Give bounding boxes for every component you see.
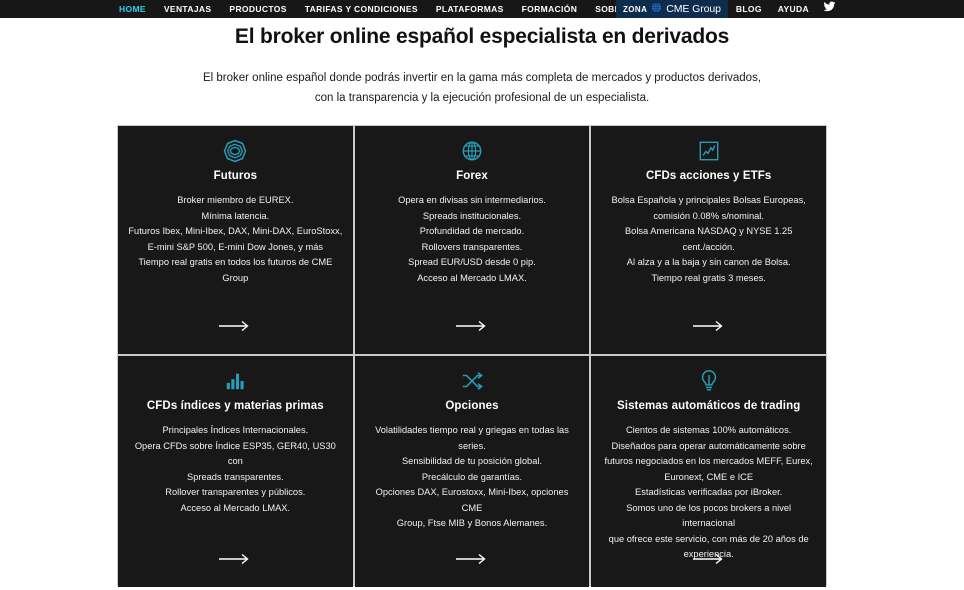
card-more-link[interactable] bbox=[118, 320, 353, 332]
hero-section: El broker online español especialista en… bbox=[0, 18, 964, 108]
arrow-right-icon bbox=[455, 553, 486, 565]
card-cfds-acciones-etfs[interactable]: CFDs acciones y ETFs Bolsa Española y pr… bbox=[591, 126, 826, 354]
card-title: Opciones bbox=[445, 400, 499, 412]
card-more-link[interactable] bbox=[591, 553, 826, 565]
arrow-right-icon bbox=[692, 553, 723, 565]
line-chart-icon bbox=[698, 138, 720, 164]
card-line: Diseñados para operar automáticamente so… bbox=[611, 440, 806, 451]
arrow-right-icon bbox=[219, 320, 249, 332]
card-line: cent./acción. bbox=[682, 241, 735, 252]
page-title: El broker online español especialista en… bbox=[234, 25, 730, 48]
card-line: Spread EUR/USD desde 0 pip. bbox=[408, 257, 536, 267]
zona-cme-group-button[interactable]: ZONA CME Group bbox=[616, 0, 728, 18]
card-line: Somos uno de los pocos brokers a nivel i… bbox=[626, 502, 792, 529]
card-body: Bolsa Española y principales Bolsas Euro… bbox=[612, 193, 806, 286]
nav-item-plataformas[interactable]: PLATAFORMAS bbox=[435, 4, 504, 14]
card-title: CFDs acciones y ETFs bbox=[645, 170, 772, 182]
nav-item-productos[interactable]: PRODUCTOS bbox=[229, 4, 287, 14]
card-line: Broker miembro de EUREX. bbox=[177, 195, 294, 205]
card-line: Euronext, CME e ICE bbox=[664, 471, 754, 482]
card-forex[interactable]: Forex Opera en divisas sin intermediario… bbox=[354, 126, 590, 354]
card-line: Spreads institucionales. bbox=[422, 210, 522, 221]
card-line: Acceso al Mercado LMAX. bbox=[417, 272, 527, 283]
card-sistemas-automaticos-trading[interactable]: Sistemas automáticos de trading Cientos … bbox=[591, 356, 826, 587]
nav-item-blog[interactable]: BLOG bbox=[735, 4, 762, 14]
card-line: Cientos de sistemas 100% automáticos. bbox=[625, 425, 792, 435]
shuffle-icon bbox=[460, 368, 484, 394]
hero-subtitle-line-2: con la transparencia y la ejecución prof… bbox=[314, 92, 650, 104]
hero-subtitle-line-1: El broker online español donde podrás in… bbox=[202, 72, 762, 84]
card-line: Group, Ftse MIB y Bonos Alemanes. bbox=[396, 518, 548, 528]
card-line: Profundidad de mercado. bbox=[419, 226, 525, 236]
card-body: Opera en divisas sin intermediarios. Spr… bbox=[398, 193, 546, 286]
card-line: Opciones DAX, Eurostoxx, Mini-Ibex, opci… bbox=[375, 487, 569, 513]
top-navigation-bar: HOME VENTAJAS PRODUCTOS TARIFAS Y CONDIC… bbox=[0, 0, 964, 18]
card-body: Cientos de sistemas 100% automáticos. Di… bbox=[601, 423, 816, 563]
card-line: Futuros Ibex, Mini-Ibex, DAX, Mini-DAX, … bbox=[128, 226, 343, 236]
product-card-grid: Futuros Broker miembro de EUREX. Mínima … bbox=[117, 125, 827, 587]
card-line: que ofrece este servicio, con más de 20 … bbox=[608, 533, 809, 544]
concentric-octagon-icon bbox=[223, 138, 247, 164]
nav-item-formacion[interactable]: FORMACIÓN bbox=[521, 4, 578, 14]
nav-primary-links: HOME VENTAJAS PRODUCTOS TARIFAS Y CONDIC… bbox=[110, 0, 690, 18]
card-line: Bolsa Española y principales Bolsas Euro… bbox=[611, 195, 806, 205]
card-line: Opera CFDs sobre Índice ESP35, GER40, US… bbox=[134, 440, 336, 467]
card-line: experiencia. bbox=[683, 549, 734, 559]
card-line: futuros negociados en los mercados MEFF,… bbox=[604, 456, 813, 466]
card-title: CFDs índices y materias primas bbox=[146, 400, 324, 412]
card-title: Sistemas automáticos de trading bbox=[617, 400, 801, 412]
card-line: Principales Índices Internacionales. bbox=[162, 425, 309, 435]
card-line: Mínima latencia. bbox=[201, 210, 270, 221]
card-title: Forex bbox=[456, 170, 488, 182]
card-line: Tiempo real gratis en todos los futuros … bbox=[138, 257, 333, 267]
zona-label: ZONA bbox=[623, 4, 648, 14]
card-line: Rollovers transparentes. bbox=[421, 241, 523, 252]
card-line: Opera en divisas sin intermediarios. bbox=[398, 195, 546, 205]
nav-secondary-links: ZONA CME Group BLOG AYUDA bbox=[616, 0, 836, 18]
nav-item-tarifas-y-condiciones[interactable]: TARIFAS Y CONDICIONES bbox=[304, 4, 418, 14]
card-line: Precálculo de garantías. bbox=[421, 471, 523, 482]
card-opciones[interactable]: Opciones Volatilidades tiempo real y gri… bbox=[354, 356, 590, 587]
card-more-link[interactable] bbox=[118, 553, 353, 565]
card-line: series. bbox=[458, 440, 486, 451]
card-more-link[interactable] bbox=[355, 553, 590, 565]
card-line: Rollover transparentes y públicos. bbox=[165, 487, 306, 497]
card-line: Bolsa Americana NASDAQ y NYSE 1.25 bbox=[624, 226, 793, 236]
card-line: Acceso al Mercado LMAX. bbox=[180, 502, 291, 513]
bar-chart-icon bbox=[224, 368, 246, 394]
arrow-right-icon bbox=[219, 553, 249, 565]
card-line: E-mini S&P 500, E-mini Dow Jones, y más bbox=[147, 241, 324, 252]
nav-item-ayuda[interactable]: AYUDA bbox=[777, 4, 809, 14]
cme-group-label: CME Group bbox=[666, 3, 721, 15]
globe-icon bbox=[461, 138, 483, 164]
card-title: Futuros bbox=[213, 170, 258, 182]
card-futuros[interactable]: Futuros Broker miembro de EUREX. Mínima … bbox=[118, 126, 353, 354]
card-line: Spreads transparentes. bbox=[187, 471, 284, 482]
card-body: Volatilidades tiempo real y griegas en t… bbox=[365, 423, 580, 532]
card-line: Tiempo real gratis 3 meses. bbox=[651, 272, 766, 283]
hero-subtitle: El broker online español donde podrás in… bbox=[0, 68, 964, 108]
twitter-icon[interactable] bbox=[823, 0, 836, 18]
card-line: Volatilidades tiempo real y griegas en t… bbox=[375, 425, 569, 435]
card-more-link[interactable] bbox=[591, 320, 826, 332]
card-line: Group bbox=[222, 272, 249, 283]
nav-item-home[interactable]: HOME bbox=[119, 4, 146, 14]
card-line: Sensibilidad de tu posición global. bbox=[401, 456, 543, 466]
nav-item-ventajas[interactable]: VENTAJAS bbox=[163, 4, 212, 14]
arrow-right-icon bbox=[455, 320, 486, 332]
arrow-right-icon bbox=[692, 320, 723, 332]
card-line: comisión 0.08% s/nominal. bbox=[653, 210, 764, 221]
card-cfds-indices-materias-primas[interactable]: CFDs índices y materias primas Principal… bbox=[118, 356, 353, 587]
globe-icon bbox=[651, 0, 662, 18]
card-body: Broker miembro de EUREX. Mínima latencia… bbox=[128, 193, 342, 286]
card-body: Principales Índices Internacionales. Ope… bbox=[128, 423, 343, 516]
lightbulb-icon bbox=[698, 368, 720, 394]
card-more-link[interactable] bbox=[355, 320, 590, 332]
card-line: Al alza y a la baja y sin canon de Bolsa… bbox=[626, 257, 791, 267]
card-line: Estadísticas verificadas por iBroker. bbox=[635, 487, 783, 497]
